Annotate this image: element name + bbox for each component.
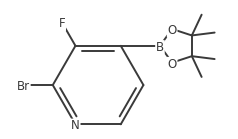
Text: N: N	[71, 119, 80, 132]
Text: O: O	[168, 58, 177, 71]
Text: B: B	[156, 41, 164, 54]
Text: F: F	[59, 18, 65, 30]
Text: O: O	[168, 24, 177, 37]
Text: Br: Br	[17, 80, 30, 93]
